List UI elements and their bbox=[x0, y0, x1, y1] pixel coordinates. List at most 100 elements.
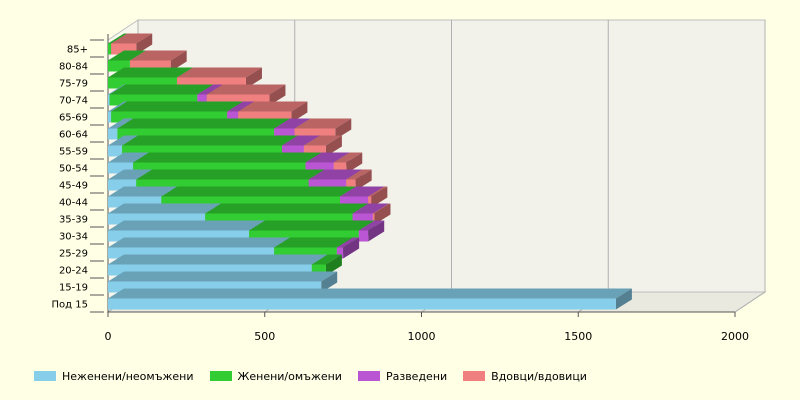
bar-s1-3 bbox=[109, 94, 198, 106]
category-label-11: 30-34 bbox=[59, 232, 88, 243]
bar-s1-6-top bbox=[122, 135, 298, 146]
legend-label-0: Неженени/неомъжени bbox=[62, 369, 194, 383]
bar-s0-9 bbox=[108, 196, 162, 208]
bar-s3-4-side bbox=[291, 101, 308, 123]
bar-s3-8-side bbox=[355, 169, 372, 191]
bar-s3-8 bbox=[346, 179, 356, 191]
bar-s0-12-top bbox=[108, 237, 291, 248]
bar-s3-3 bbox=[206, 94, 270, 106]
x-tick-label-1: 500 bbox=[254, 330, 275, 343]
bar-s3-5 bbox=[294, 128, 336, 140]
bar-s3-3-top bbox=[206, 84, 286, 95]
bar-s0-14-top bbox=[108, 271, 338, 282]
bar-s1-13-side bbox=[325, 254, 342, 276]
bar-s2-4-top bbox=[227, 101, 255, 112]
bar-s1-2-top bbox=[108, 67, 193, 78]
bar-s3-0 bbox=[111, 43, 137, 55]
bar-s1-10-top bbox=[205, 203, 369, 214]
bar-s0-15-top bbox=[108, 288, 632, 299]
bar-s0-9-top bbox=[108, 186, 178, 197]
bar-s3-7-top bbox=[333, 152, 363, 163]
bar-s0-5-top bbox=[108, 118, 134, 129]
bar-s0-15-side bbox=[615, 288, 632, 310]
bar-s0-13-top bbox=[108, 254, 328, 265]
legend-label-1: Женени/омъжени bbox=[237, 369, 342, 383]
bar-s3-9-top bbox=[368, 186, 388, 197]
bar-s2-11-side bbox=[368, 220, 385, 242]
bar-s2-10 bbox=[352, 213, 373, 225]
legend-swatch-2 bbox=[357, 371, 380, 381]
bar-s2-12-top bbox=[336, 237, 360, 248]
bar-s1-11-top bbox=[249, 220, 375, 231]
x-tick-label-4: 2000 bbox=[721, 330, 749, 343]
bar-s3-7-side bbox=[346, 152, 363, 174]
bar-s0-4-top bbox=[108, 101, 128, 112]
floor-gridline-4 bbox=[734, 291, 766, 313]
bar-s3-9 bbox=[368, 196, 372, 208]
bar-s2-5 bbox=[274, 128, 295, 140]
bar-s3-10 bbox=[372, 213, 375, 225]
bar-s1-5-top bbox=[117, 118, 291, 129]
category-label-9: 40-44 bbox=[59, 198, 88, 209]
bar-s3-0-side bbox=[136, 33, 153, 55]
bar-s1-6 bbox=[122, 145, 282, 157]
bar-s2-6-top bbox=[281, 135, 320, 146]
bar-s3-9-side bbox=[371, 186, 388, 208]
bar-s0-8 bbox=[108, 179, 137, 191]
bar-s1-13 bbox=[311, 264, 326, 276]
x-tick-label-0: 0 bbox=[105, 330, 112, 343]
category-label-14: 15-19 bbox=[59, 283, 88, 294]
legend-swatch-0 bbox=[34, 371, 56, 381]
bar-s3-5-top bbox=[294, 118, 352, 129]
bar-s1-8 bbox=[136, 179, 309, 191]
bar-s3-1-side bbox=[170, 50, 187, 72]
bar-s2-8-top bbox=[308, 169, 363, 180]
bar-s3-4 bbox=[238, 111, 292, 123]
bar-s0-4 bbox=[108, 111, 112, 123]
bar-s2-12 bbox=[336, 247, 344, 259]
bar-s2-7-top bbox=[305, 152, 350, 163]
bar-s0-10 bbox=[108, 213, 206, 225]
bar-s3-6 bbox=[303, 145, 326, 157]
bar-s1-8-top bbox=[136, 169, 325, 180]
bar-s2-3-top bbox=[197, 84, 223, 95]
legend-swatch-3 bbox=[463, 371, 486, 381]
category-label-4: 65-69 bbox=[59, 113, 88, 124]
bar-s0-5 bbox=[108, 128, 118, 140]
legend-item-3: Вдовци/вдовици bbox=[463, 370, 587, 383]
bar-s3-5-side bbox=[335, 118, 352, 140]
bar-s1-11 bbox=[249, 230, 359, 242]
bar-s0-3 bbox=[108, 94, 110, 106]
bar-s3-6-side bbox=[325, 135, 342, 157]
bar-s2-7 bbox=[305, 162, 334, 174]
bar-s0-8-top bbox=[108, 169, 153, 180]
bar-s3-7 bbox=[333, 162, 347, 174]
bar-s3-2-side bbox=[245, 67, 262, 89]
legend-label-3: Вдовци/вдовици bbox=[491, 369, 587, 383]
category-label-0: 85+ bbox=[67, 45, 88, 56]
category-label-6: 55-59 bbox=[59, 147, 88, 158]
bar-s3-3-side bbox=[269, 84, 286, 106]
bar-s2-11-top bbox=[358, 220, 385, 231]
bar-s3-1 bbox=[129, 60, 171, 72]
category-label-5: 60-64 bbox=[59, 130, 88, 141]
bar-s2-10-top bbox=[352, 203, 389, 214]
category-label-8: 45-49 bbox=[59, 181, 88, 192]
bar-s2-9 bbox=[339, 196, 369, 208]
bar-s1-10 bbox=[205, 213, 353, 225]
bar-s0-7 bbox=[108, 162, 134, 174]
bar-s2-6 bbox=[281, 145, 304, 157]
bar-s2-9-top bbox=[339, 186, 385, 197]
bar-s3-10-top bbox=[372, 203, 391, 214]
bar-s2-5-top bbox=[274, 118, 311, 129]
legend-item-0: Неженени/неомъжени bbox=[34, 370, 194, 383]
bar-s1-1 bbox=[108, 60, 130, 72]
legend-item-2: Разведени bbox=[357, 370, 447, 383]
bar-s0-11 bbox=[108, 230, 250, 242]
bar-s1-0-top bbox=[108, 33, 128, 44]
category-label-7: 50-54 bbox=[59, 164, 88, 175]
bar-s3-4-top bbox=[238, 101, 308, 112]
legend: Неженени/неомъжени Женени/омъжени Разведен… bbox=[34, 368, 603, 384]
bar-s1-13-top bbox=[311, 254, 342, 265]
